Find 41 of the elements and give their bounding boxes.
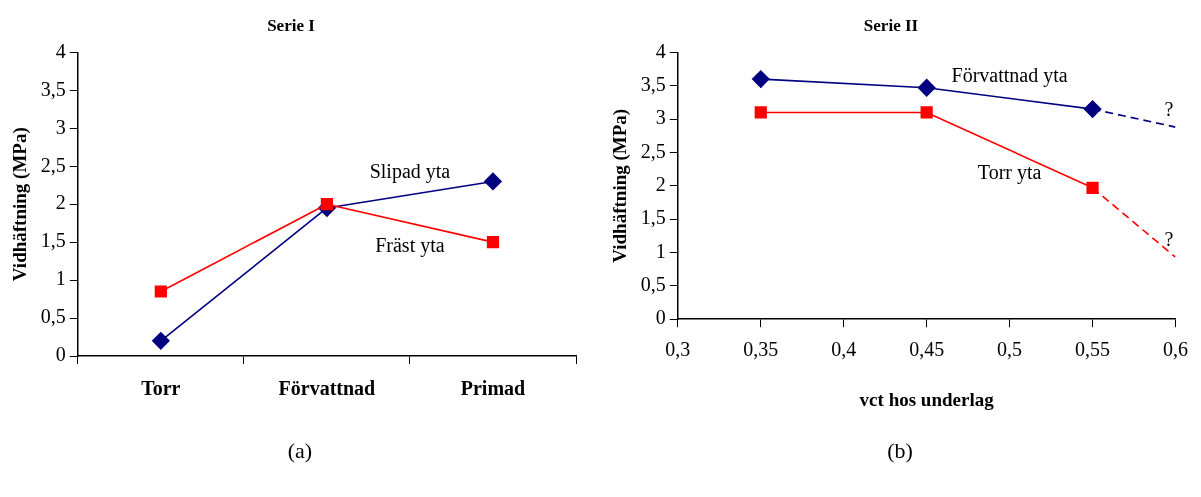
series-label: Slipad yta [369, 159, 451, 183]
y-tick-label: 3 [55, 115, 66, 138]
x-tick-label: 0,35 [743, 338, 779, 361]
x-tick-label: Förvattnad [278, 377, 376, 400]
y-tick-label: 1,5 [40, 229, 66, 252]
x-tick-label: 0,5 [997, 338, 1023, 361]
annotation: ? [1164, 98, 1174, 121]
y-tick-label: 2,5 [640, 139, 666, 162]
y-tick-label: 2 [655, 173, 666, 196]
text: (b) [886, 438, 914, 464]
y-tick-label: 1 [55, 267, 66, 290]
x-tick-label: Torr [141, 377, 181, 400]
x-tick-label: 0,4 [831, 338, 857, 361]
y-tick-label: 1 [655, 239, 666, 262]
y-tick-label: 0 [55, 343, 66, 366]
series-label: Förvattnad yta [951, 63, 1068, 87]
series-label: Torr yta [977, 161, 1042, 185]
y-tick-label: 0,5 [40, 305, 66, 328]
x-tick-label: 0,55 [1075, 338, 1111, 361]
y-tick-label: 3,5 [640, 73, 666, 95]
x-tick-label: 0,45 [909, 338, 945, 361]
text: (a) [286, 438, 314, 464]
series-label: Fräst yta [375, 234, 445, 258]
y-tick-label: 2 [55, 191, 66, 214]
y-axis-title: Vidhäftning (MPa) [609, 108, 632, 263]
y-tick-label: 0 [655, 306, 666, 329]
x-tick-label: Primad [460, 377, 526, 400]
y-tick-label: 3,5 [40, 77, 66, 100]
y-tick-label: 4 [55, 39, 66, 62]
chart-title: Serie II [863, 15, 919, 35]
y-tick-label: 3 [655, 106, 666, 129]
annotation: ? [1164, 228, 1174, 251]
y-axis-title: Vidhäftning (MPa) [9, 127, 32, 282]
chart-title: Serie I [267, 15, 316, 35]
x-tick-label: 0,3 [665, 338, 691, 361]
y-tick-label: 2,5 [40, 153, 66, 176]
x-tick-label: 0,6 [1163, 338, 1188, 361]
y-tick-label: 4 [655, 39, 666, 62]
y-tick-label: 0,5 [640, 273, 666, 296]
x-axis-title: vct hos underlag [859, 388, 995, 410]
y-tick-label: 1,5 [640, 206, 666, 229]
